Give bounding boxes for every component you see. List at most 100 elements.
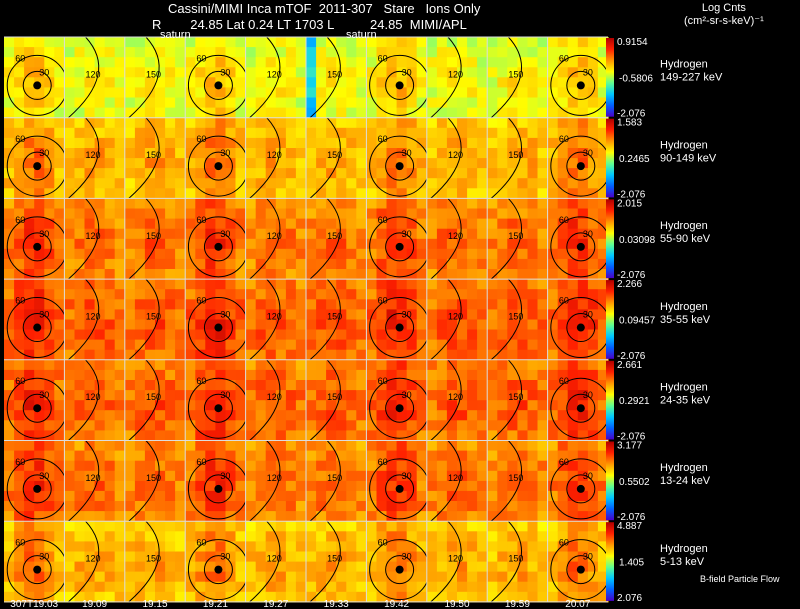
heatmap-cell — [255, 531, 267, 542]
heatmap-cell — [185, 359, 196, 371]
heatmap-cell — [497, 380, 508, 391]
heatmap-cell — [487, 561, 498, 573]
heatmap-cell — [64, 248, 76, 260]
heatmap-cell — [245, 117, 257, 129]
heatmap-cell — [295, 107, 307, 119]
heatmap-cell — [94, 238, 106, 250]
heatmap-cell — [557, 168, 569, 179]
heatmap-cell — [235, 77, 247, 88]
heatmap-cell — [94, 561, 106, 573]
heatmap-cell — [406, 390, 418, 401]
heatmap-cell — [64, 198, 76, 210]
contour-label: 60 — [378, 53, 388, 63]
heatmap-cell — [84, 329, 96, 341]
heatmap-cell — [245, 218, 257, 230]
heatmap-cell — [205, 228, 216, 240]
heatmap-cell — [4, 591, 15, 603]
heatmap-cell — [487, 228, 498, 240]
heatmap-cell — [547, 97, 559, 109]
heatmap-cell — [285, 501, 297, 512]
heatmap-cell — [416, 37, 428, 48]
heatmap-cell — [235, 561, 247, 573]
heatmap-cell — [255, 269, 267, 280]
heatmap-cell — [155, 198, 166, 210]
heatmap-cell — [165, 309, 176, 321]
heatmap-cell — [446, 390, 458, 401]
heatmap-cell — [597, 148, 609, 159]
heatmap-cell — [376, 299, 388, 310]
heatmap-cell — [104, 511, 116, 522]
heatmap-cell — [295, 238, 307, 250]
heatmap-cell — [436, 228, 448, 240]
heatmap-cell — [4, 521, 15, 532]
heatmap-cell — [295, 460, 307, 472]
heatmap-cell — [597, 238, 609, 250]
heatmap-cell — [24, 97, 35, 109]
heatmap-cell — [567, 77, 579, 88]
heatmap-cell — [44, 480, 55, 492]
heatmap-cell — [275, 188, 287, 199]
contour-ring — [566, 313, 596, 343]
heatmap-cell — [84, 228, 96, 240]
heatmap-cell — [104, 97, 116, 109]
heatmap-cell — [366, 480, 378, 492]
heatmap-cell — [255, 47, 267, 58]
heatmap-cell — [265, 571, 277, 583]
heatmap-cell — [467, 208, 478, 220]
colorbar — [606, 441, 614, 521]
heatmap-cell — [366, 591, 378, 603]
heatmap-cell — [215, 329, 227, 341]
heatmap-cell — [487, 390, 498, 401]
heatmap-cell — [336, 127, 347, 139]
heatmap-cell — [507, 289, 518, 300]
contour-label: 150 — [146, 231, 161, 241]
heatmap-cell — [306, 148, 317, 159]
heatmap-cell — [426, 198, 438, 210]
heatmap-cell — [104, 208, 116, 220]
heatmap-cell — [124, 380, 136, 391]
heatmap-cell — [4, 218, 15, 230]
heatmap-cell — [215, 208, 227, 220]
heatmap-cell — [185, 561, 196, 573]
heatmap-cell — [245, 269, 257, 280]
heatmap-cell — [467, 450, 478, 462]
heatmap-cell — [436, 97, 448, 109]
heatmap-cell — [104, 218, 116, 230]
heatmap-cell — [114, 258, 126, 270]
heatmap-cell — [275, 470, 287, 482]
heatmap-cell — [577, 440, 589, 452]
heatmap-cell — [497, 501, 508, 512]
heatmap-cell — [396, 299, 408, 310]
heatmap-cell — [195, 521, 206, 532]
heatmap-cell — [346, 309, 357, 321]
heatmap-cell — [44, 47, 55, 58]
heatmap-cell — [306, 319, 317, 331]
heatmap-cell — [537, 208, 549, 220]
heatmap-cell — [396, 339, 408, 351]
contour-ring — [566, 555, 596, 585]
heatmap-cell — [477, 480, 488, 492]
heatmap-cell — [336, 359, 347, 371]
heatmap-cell — [457, 67, 468, 78]
heatmap-cell — [64, 148, 76, 159]
heatmap-cell — [144, 188, 156, 199]
heatmap-cell — [316, 168, 327, 179]
heatmap-cell — [446, 380, 458, 391]
heatmap-cell — [54, 178, 65, 189]
heatmap-cell — [225, 148, 237, 159]
heatmap-cell — [94, 591, 106, 603]
heatmap-cell — [577, 420, 589, 431]
heatmap-cell — [547, 218, 559, 230]
heatmap-cell — [54, 188, 65, 199]
heatmap-cell — [74, 188, 86, 199]
heatmap-cell — [64, 117, 76, 129]
heatmap-cell — [165, 380, 176, 391]
heatmap-cell — [14, 541, 25, 553]
heatmap-cell — [316, 319, 327, 331]
heatmap-cell — [436, 400, 448, 411]
heatmap-cell — [396, 57, 408, 68]
heatmap-cell — [497, 460, 508, 472]
contour-line — [128, 36, 160, 119]
heatmap-cell — [557, 178, 569, 189]
heatmap-cell — [64, 107, 76, 119]
